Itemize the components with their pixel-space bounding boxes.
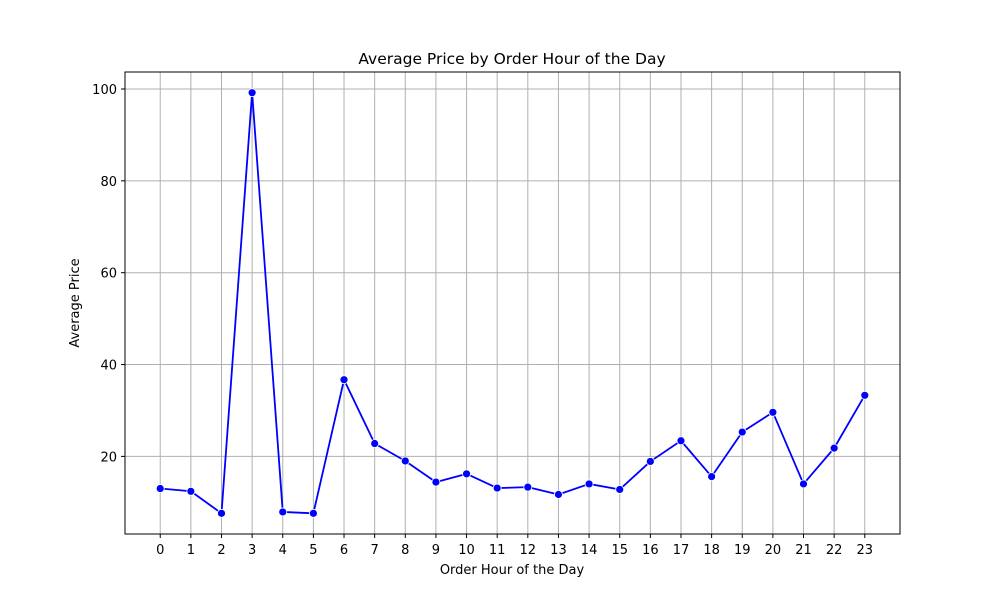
- data-point: [860, 390, 870, 400]
- data-point: [829, 443, 839, 453]
- x-tick-label: 17: [673, 543, 690, 558]
- x-tick-label: 6: [340, 543, 348, 558]
- data-point: [278, 507, 288, 517]
- data-point: [645, 457, 655, 466]
- x-tick-label: 8: [401, 543, 409, 558]
- data-point: [584, 479, 594, 489]
- plot-area-frame: [124, 71, 901, 535]
- data-point: [707, 472, 717, 481]
- x-tick-label: 5: [309, 543, 317, 558]
- x-tick-label: 9: [432, 543, 440, 558]
- x-tick-label: 7: [371, 543, 379, 558]
- series-line: [160, 91, 866, 515]
- x-tick-label: 10: [458, 543, 475, 558]
- x-tick-label: 16: [642, 543, 659, 558]
- y-tick-label: 100: [92, 83, 117, 98]
- marker-layer: [155, 88, 870, 518]
- x-tick-label: 13: [550, 543, 567, 558]
- data-point: [462, 469, 471, 479]
- x-tick-label: 15: [611, 543, 628, 558]
- x-tick-label: 19: [734, 543, 751, 558]
- data-point: [247, 88, 257, 98]
- x-tick-label: 11: [489, 543, 506, 558]
- y-tick-label: 60: [100, 267, 117, 282]
- x-tick-label: 2: [217, 543, 225, 558]
- data-point: [492, 483, 502, 493]
- x-tick-label: 22: [826, 543, 843, 558]
- data-point: [155, 484, 165, 493]
- data-point: [615, 485, 625, 494]
- x-tick-label: 12: [520, 543, 537, 558]
- chart-title: Average Price by Order Hour of the Day: [358, 50, 665, 68]
- data-point: [523, 482, 533, 492]
- y-axis: 20 40 60 80 100: [92, 83, 125, 465]
- grid: [125, 72, 900, 534]
- x-axis-label: Order Hour of the Day: [440, 563, 585, 578]
- y-axis-label: Average Price: [68, 258, 83, 347]
- x-tick-label: 14: [581, 543, 598, 558]
- data-point: [737, 427, 747, 437]
- data-point: [799, 479, 808, 489]
- x-tick-label: 3: [248, 543, 256, 558]
- data-point: [431, 477, 441, 487]
- x-tick-label: 23: [856, 543, 873, 558]
- x-tick-label: 18: [703, 543, 720, 558]
- data-point: [308, 508, 318, 518]
- data-point: [186, 486, 196, 496]
- y-tick-label: 80: [100, 175, 117, 190]
- data-point: [217, 508, 226, 518]
- data-point: [768, 407, 778, 417]
- x-tick-label: 4: [279, 543, 287, 558]
- x-tick-label: 0: [156, 543, 164, 558]
- data-point: [400, 456, 410, 466]
- data-point: [339, 375, 349, 385]
- x-tick-label: 21: [795, 543, 812, 558]
- y-tick-label: 40: [100, 359, 117, 374]
- data-point: [370, 439, 380, 448]
- x-axis: 0 1 2 3 4 5 6 7 8 9 10 11 12 13 14 15 16 17 18 19 20 21 22 23: [156, 534, 873, 558]
- x-tick-label: 20: [765, 543, 782, 558]
- series-line-layer: [160, 91, 866, 515]
- x-tick-label: 1: [187, 543, 195, 558]
- data-point: [676, 436, 686, 446]
- y-tick-label: 20: [100, 450, 117, 465]
- data-point: [554, 490, 563, 499]
